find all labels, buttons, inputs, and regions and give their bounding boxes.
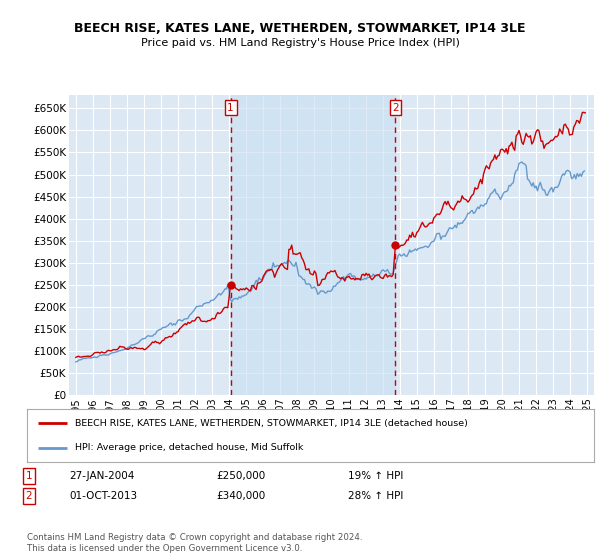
Text: HPI: Average price, detached house, Mid Suffolk: HPI: Average price, detached house, Mid … <box>75 443 304 452</box>
Text: 01-OCT-2013: 01-OCT-2013 <box>69 491 137 501</box>
Text: BEECH RISE, KATES LANE, WETHERDEN, STOWMARKET, IP14 3LE (detached house): BEECH RISE, KATES LANE, WETHERDEN, STOWM… <box>75 419 468 428</box>
Text: 1: 1 <box>227 102 234 113</box>
Text: Contains HM Land Registry data © Crown copyright and database right 2024.: Contains HM Land Registry data © Crown c… <box>27 533 362 542</box>
Text: £340,000: £340,000 <box>216 491 265 501</box>
Bar <box>230 95 395 395</box>
Text: BEECH RISE, KATES LANE, WETHERDEN, STOWMARKET, IP14 3LE: BEECH RISE, KATES LANE, WETHERDEN, STOWM… <box>74 22 526 35</box>
Text: 19% ↑ HPI: 19% ↑ HPI <box>348 471 403 481</box>
Text: 28% ↑ HPI: 28% ↑ HPI <box>348 491 403 501</box>
Text: £250,000: £250,000 <box>216 471 265 481</box>
Text: This data is licensed under the Open Government Licence v3.0.: This data is licensed under the Open Gov… <box>27 544 302 553</box>
Text: 2: 2 <box>392 102 399 113</box>
Text: 1: 1 <box>25 471 32 481</box>
Text: 27-JAN-2004: 27-JAN-2004 <box>69 471 134 481</box>
Text: Price paid vs. HM Land Registry's House Price Index (HPI): Price paid vs. HM Land Registry's House … <box>140 38 460 48</box>
Text: 2: 2 <box>25 491 32 501</box>
